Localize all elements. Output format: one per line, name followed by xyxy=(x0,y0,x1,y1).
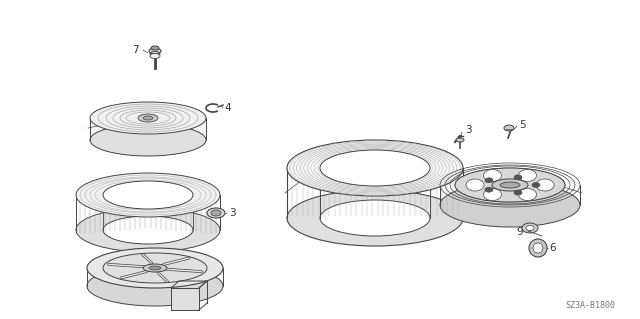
Ellipse shape xyxy=(103,181,193,209)
Text: 9: 9 xyxy=(516,227,524,237)
Ellipse shape xyxy=(138,114,158,122)
Ellipse shape xyxy=(320,200,430,236)
Ellipse shape xyxy=(90,102,206,134)
Ellipse shape xyxy=(151,46,159,50)
Circle shape xyxy=(533,243,543,253)
Ellipse shape xyxy=(522,223,538,233)
Circle shape xyxy=(529,239,547,257)
Text: 6: 6 xyxy=(550,243,556,253)
Ellipse shape xyxy=(500,182,520,188)
Ellipse shape xyxy=(514,175,522,180)
Ellipse shape xyxy=(76,208,220,252)
Ellipse shape xyxy=(143,264,167,272)
Ellipse shape xyxy=(492,179,528,191)
Text: SZ3A-B1800: SZ3A-B1800 xyxy=(565,300,615,309)
Ellipse shape xyxy=(536,179,554,191)
Ellipse shape xyxy=(76,173,220,217)
Ellipse shape xyxy=(504,125,514,131)
Ellipse shape xyxy=(87,248,223,288)
Polygon shape xyxy=(171,288,199,310)
Ellipse shape xyxy=(150,54,160,58)
Ellipse shape xyxy=(514,190,522,195)
Ellipse shape xyxy=(485,178,493,183)
Ellipse shape xyxy=(149,48,161,54)
Ellipse shape xyxy=(103,216,193,244)
Ellipse shape xyxy=(485,187,493,192)
Ellipse shape xyxy=(532,182,540,188)
Text: 3: 3 xyxy=(465,125,471,135)
Ellipse shape xyxy=(518,169,536,182)
Ellipse shape xyxy=(149,266,161,270)
Text: 7: 7 xyxy=(132,45,138,55)
Ellipse shape xyxy=(211,210,221,216)
Ellipse shape xyxy=(440,183,580,227)
Text: 1: 1 xyxy=(552,175,558,185)
Text: 10: 10 xyxy=(298,163,312,173)
Text: 5: 5 xyxy=(518,120,525,130)
Ellipse shape xyxy=(87,266,223,306)
Ellipse shape xyxy=(320,150,430,186)
Ellipse shape xyxy=(483,169,502,182)
Text: 4: 4 xyxy=(225,103,231,113)
Ellipse shape xyxy=(90,124,206,156)
Ellipse shape xyxy=(483,189,502,201)
Ellipse shape xyxy=(287,140,463,196)
Ellipse shape xyxy=(518,189,536,201)
Text: 2: 2 xyxy=(105,117,111,127)
Text: 8: 8 xyxy=(107,263,113,273)
Ellipse shape xyxy=(207,208,225,218)
Ellipse shape xyxy=(526,226,534,231)
Ellipse shape xyxy=(466,179,484,191)
Ellipse shape xyxy=(143,116,153,120)
Text: 3: 3 xyxy=(228,208,236,218)
Ellipse shape xyxy=(456,138,464,142)
Ellipse shape xyxy=(455,168,565,202)
Ellipse shape xyxy=(103,253,207,283)
Ellipse shape xyxy=(287,190,463,246)
